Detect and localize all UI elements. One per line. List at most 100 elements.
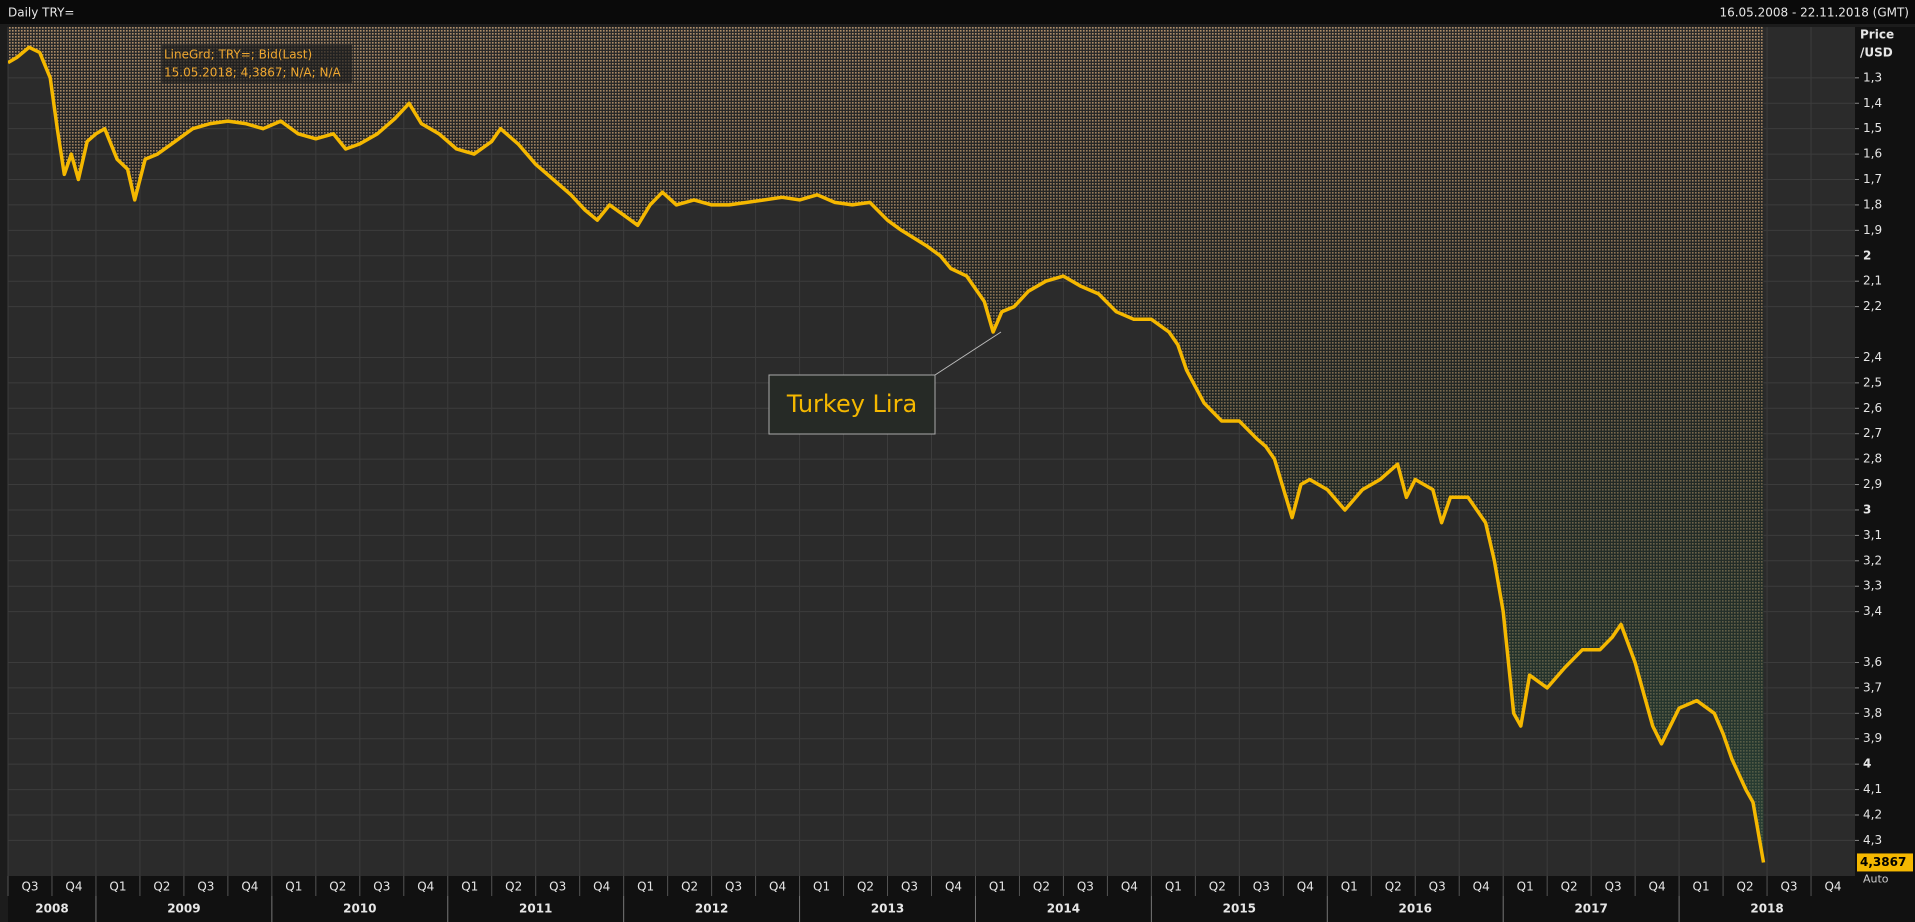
y-tick-label: 3,1 <box>1863 528 1882 542</box>
x-tick-label: Q1 <box>1693 880 1710 894</box>
x-tick-label: Q2 <box>505 880 522 894</box>
x-tick-label: Q4 <box>417 880 434 894</box>
last-value-box <box>1857 853 1913 872</box>
year-label: 2014 <box>1047 902 1080 916</box>
x-tick-label: Q2 <box>1561 880 1578 894</box>
series-layer <box>8 27 1766 863</box>
y-tick-label: 3,6 <box>1863 655 1882 669</box>
y-tick-label: 2,4 <box>1863 350 1882 364</box>
annotation-connector <box>934 331 1002 376</box>
annotation-box <box>768 374 936 435</box>
x-tick-label: Q3 <box>197 880 214 894</box>
annotation-text: Turkey Lira <box>786 390 917 418</box>
y-tick-label: 4 <box>1863 757 1871 771</box>
x-tick-label: Q3 <box>1077 880 1094 894</box>
y-axis-title: /USD <box>1860 46 1893 60</box>
x-tick-label: Q1 <box>989 880 1006 894</box>
year-label: 2016 <box>1399 902 1432 916</box>
y-tick-label: 2,7 <box>1863 426 1882 440</box>
header-bar <box>0 0 1915 24</box>
x-tick-label: Q2 <box>153 880 170 894</box>
x-tick-label: Q4 <box>1473 880 1490 894</box>
y-tick-label: 2,8 <box>1863 452 1882 466</box>
y-tick-label: 2,5 <box>1863 375 1882 389</box>
y-tick-label: 3,4 <box>1863 604 1882 618</box>
x-tick-label: Q2 <box>857 880 874 894</box>
y-tick-label: 3,8 <box>1863 706 1882 720</box>
x-tick-label: Q3 <box>901 880 918 894</box>
x-tick-label: Q1 <box>1165 880 1182 894</box>
y-tick-label: 1,8 <box>1863 197 1882 211</box>
y-tick-label: 1,6 <box>1863 147 1882 161</box>
x-tick-label: Q3 <box>725 880 742 894</box>
date-range: 16.05.2008 - 22.11.2018 (GMT) <box>1719 6 1909 20</box>
x-tick-label: Q4 <box>1121 880 1138 894</box>
x-tick-label: Q2 <box>1209 880 1226 894</box>
x-tick-label: Q4 <box>1824 880 1841 894</box>
x-tick-label: Q1 <box>461 880 478 894</box>
y-tick-label: 1,4 <box>1863 96 1882 110</box>
y-tick-label: 4,3 <box>1863 833 1882 847</box>
header-title: Daily TRY= <box>8 6 74 20</box>
area-fade <box>8 27 1764 863</box>
x-tick-label: Q1 <box>285 880 302 894</box>
y-tick-label: 3,9 <box>1863 731 1882 745</box>
x-tick-label: Q3 <box>1780 880 1797 894</box>
y-tick-label: 2 <box>1863 248 1871 262</box>
y-axis-title: Price <box>1860 28 1894 42</box>
y-tick-label: 1,5 <box>1863 121 1882 135</box>
x-tick-label: Q3 <box>373 880 390 894</box>
x-tick-label: Q4 <box>65 880 82 894</box>
x-tick-label: Q4 <box>593 880 610 894</box>
y-tick-label: 3 <box>1863 502 1871 516</box>
y-tick-label: 1,3 <box>1863 70 1882 84</box>
x-tick-label: Q1 <box>637 880 654 894</box>
x-tick-label: Q2 <box>329 880 346 894</box>
legend-text: 15.05.2018; 4,3867; N/A; N/A <box>164 66 342 80</box>
x-tick-label: Q4 <box>769 880 786 894</box>
x-tick-label: Q1 <box>109 880 126 894</box>
x-tick-label: Q3 <box>1429 880 1446 894</box>
x-tick-label: Q2 <box>1385 880 1402 894</box>
x-tick-label: Q2 <box>681 880 698 894</box>
x-tick-label: Q4 <box>945 880 962 894</box>
y-axis-band <box>1855 27 1915 922</box>
y-tick-label: 2,2 <box>1863 299 1882 313</box>
legend-text: LineGrd; TRY=; Bid(Last) <box>164 48 312 62</box>
year-label: 2010 <box>343 902 376 916</box>
y-tick-label: 3,7 <box>1863 680 1882 694</box>
x-tick-label: Q4 <box>241 880 258 894</box>
year-label: 2011 <box>519 902 552 916</box>
x-tick-label: Q3 <box>549 880 566 894</box>
year-label: 2012 <box>695 902 728 916</box>
y-tick-label: 2,9 <box>1863 477 1882 491</box>
y-tick-label: 3,2 <box>1863 553 1882 567</box>
x-tick-label: Q3 <box>21 880 38 894</box>
scale-mode: Auto <box>1863 872 1889 885</box>
y-tick-label: 4,1 <box>1863 782 1882 796</box>
x-tick-label: Q2 <box>1033 880 1050 894</box>
x-tick-label: Q2 <box>1737 880 1754 894</box>
x-tick-label: Q1 <box>1517 880 1534 894</box>
y-tick-label: 2,6 <box>1863 401 1882 415</box>
x-tick-label: Q3 <box>1605 880 1622 894</box>
y-tick-label: 3,3 <box>1863 579 1882 593</box>
y-tick-label: 4,2 <box>1863 807 1882 821</box>
x-tick-label: Q4 <box>1649 880 1666 894</box>
year-label: 2015 <box>1223 902 1256 916</box>
y-tick-label: 1,7 <box>1863 172 1882 186</box>
year-label: 2009 <box>167 902 200 916</box>
y-tick-label: 2,1 <box>1863 274 1882 288</box>
x-tick-label: Q1 <box>813 880 830 894</box>
legend-box <box>162 45 352 83</box>
year-label: 2013 <box>871 902 904 916</box>
year-label: 2018 <box>1750 902 1783 916</box>
x-tick-label: Q3 <box>1253 880 1270 894</box>
axes: 1,3 1,4 1,5 1,6 1,7 1,8 1,9 2 2,1 2,2 2,4 2,5 2,6 2,7… <box>7 70 1913 922</box>
year-label: 2017 <box>1574 902 1607 916</box>
price-line <box>8 45 1766 863</box>
year-label: 2008 <box>35 902 68 916</box>
last-value-label: 4,3867 <box>1860 855 1906 869</box>
